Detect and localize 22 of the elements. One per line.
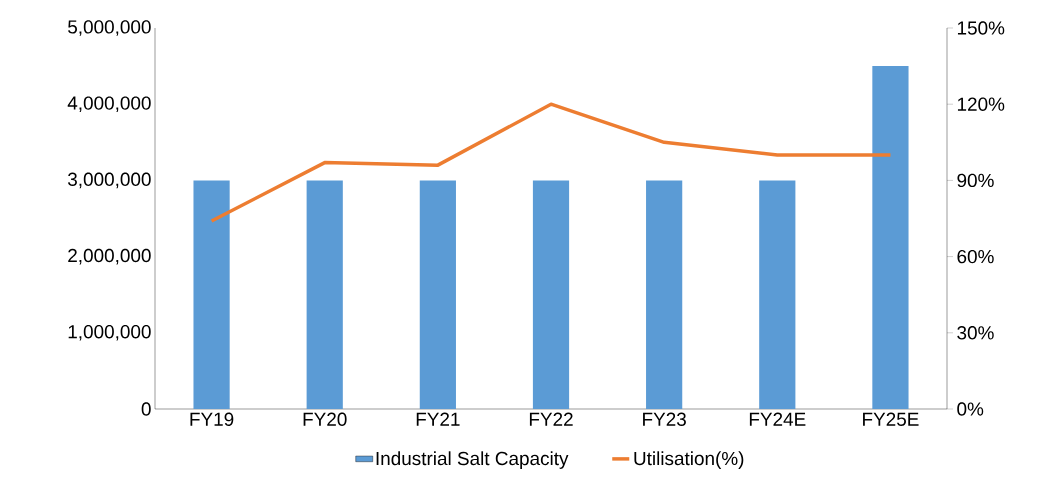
x-tick-label: FY20: [303, 412, 347, 426]
y2-tick-label: 30%: [957, 326, 994, 340]
y-tick-label: 0: [141, 402, 151, 416]
y2-tick-label: 150%: [957, 21, 1005, 35]
x-tick-label: FY22: [529, 412, 573, 426]
line-series: [209, 102, 893, 223]
y2-tick-label: 60%: [957, 249, 994, 264]
legend-label: Industrial Salt Capacity: [376, 451, 569, 469]
y2-tick-label: 90%: [957, 173, 994, 188]
x-tick-label: FY23: [643, 412, 686, 426]
y-tick-label: 4,000,000: [67, 96, 151, 113]
x-tick-label: FY19: [190, 412, 234, 426]
legend-label: Utilisation(%): [634, 451, 744, 469]
y-tick-label: 1,000,000: [68, 324, 151, 341]
x-tick-label: FY21: [416, 412, 460, 426]
x-tick-label: FY24E: [749, 412, 806, 426]
y-tick-label: 2,000,000: [68, 248, 151, 265]
x-tick-label: FY25E: [863, 412, 919, 426]
y-tick-label: 5,000,000: [68, 20, 151, 36]
y-tick-label: 3,000,000: [67, 172, 151, 189]
y2-tick-label: 0%: [957, 402, 984, 416]
y2-tick-label: 120%: [957, 97, 1005, 111]
